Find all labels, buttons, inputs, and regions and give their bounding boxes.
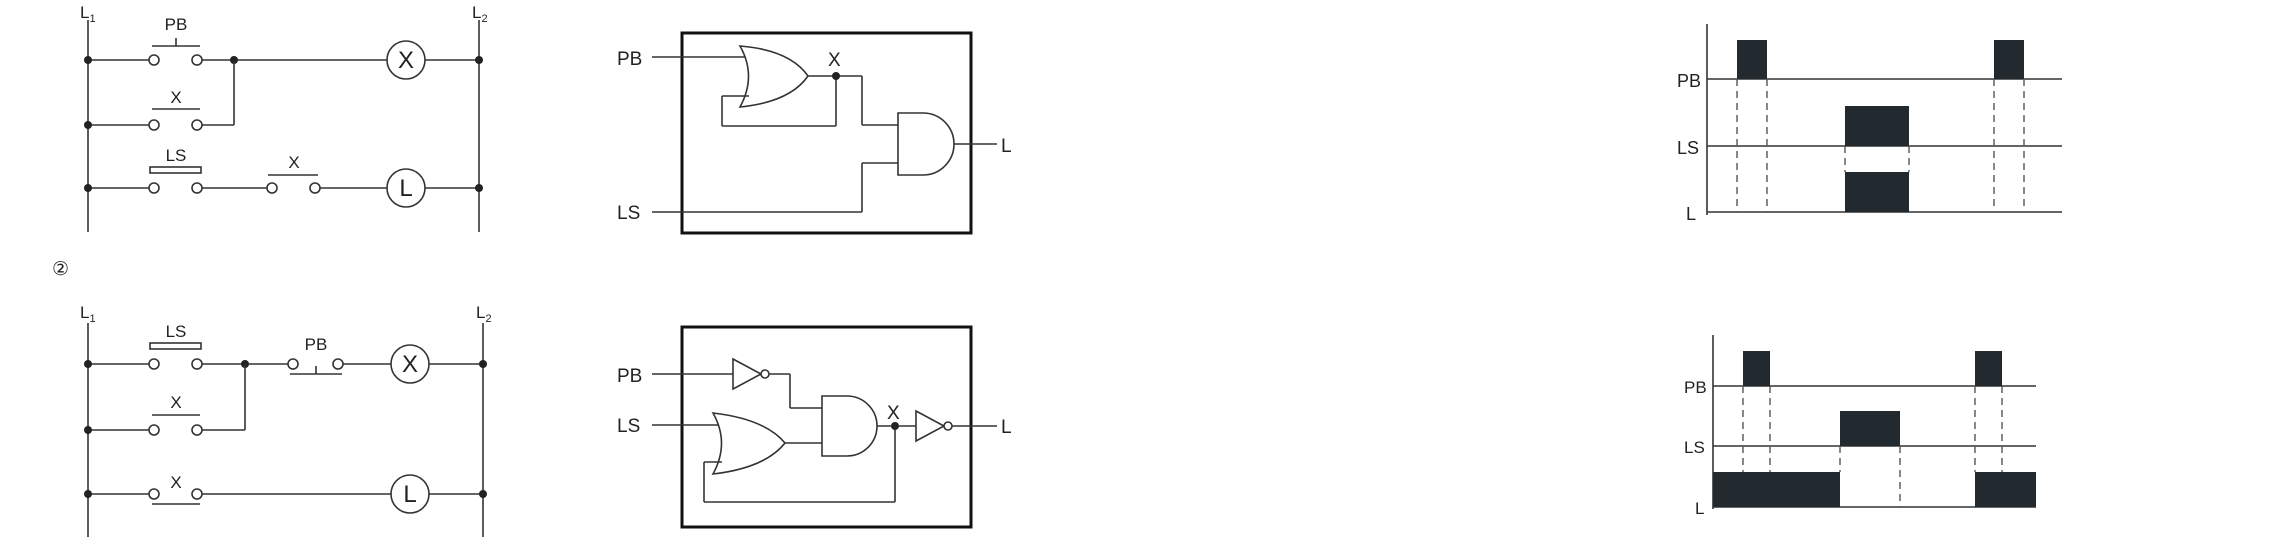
not-gate-bubble (760, 369, 770, 379)
coil-x-label: X (398, 47, 414, 74)
left-rail-label: L1 (80, 303, 96, 325)
ls-limit-switch-bar (149, 342, 202, 350)
input-pb-label: PB (617, 366, 642, 387)
right-rail-label: L2 (476, 303, 492, 325)
right-rail-label: L2 (472, 3, 488, 25)
or-gate (711, 412, 787, 475)
input-ls-label: LS (617, 416, 640, 437)
node-x-label: X (828, 50, 841, 71)
logic-diagram-1: PB LS X L (617, 31, 1012, 235)
x-contact-label: X (170, 88, 181, 107)
signal-label-ls: LS (1677, 138, 1699, 158)
l-high-segment (1713, 472, 1840, 507)
signal-label-l: L (1686, 204, 1696, 224)
coil-l-label: L (403, 481, 416, 508)
pb-contact-label: PB (305, 335, 328, 354)
ls-contact-label: LS (166, 322, 187, 341)
and-gate (821, 395, 878, 457)
signal-label-l: L (1695, 499, 1704, 518)
pb-pulse (1975, 351, 2002, 386)
pb-contact-terminal (191, 54, 203, 66)
x-contact-label-2: X (170, 473, 181, 492)
x-contact-label-2: X (288, 153, 299, 172)
logic-frame (680, 325, 973, 529)
l-pulse (1845, 172, 1909, 212)
pb-contact-label: PB (165, 15, 188, 34)
signal-label-pb: PB (1677, 71, 1701, 91)
logic-diagram-2: PB LS X L (617, 325, 1012, 529)
input-ls-label: LS (617, 203, 640, 224)
output-l-label: L (1001, 417, 1012, 438)
ladder-diagram-2: L1 L2 LS PB X X X (80, 303, 492, 537)
ladder-diagram-1: L1 L2 PB X X LS X (80, 3, 488, 232)
timing-chart-2: PB LS L (1684, 335, 2036, 518)
left-rail-label: L1 (80, 3, 96, 25)
signal-label-pb: PB (1684, 378, 1707, 397)
coil-x-label: X (402, 351, 418, 378)
or-gate (738, 45, 809, 108)
and-gate (897, 112, 955, 176)
pb-pulse (1743, 351, 1770, 386)
circled-number-label: ② (52, 259, 69, 280)
signal-label-ls: LS (1684, 438, 1705, 457)
ls-pulse (1845, 106, 1909, 146)
output-l-label: L (1001, 136, 1012, 157)
not-gate-bubble (943, 421, 953, 431)
pb-pulse (1994, 40, 2024, 79)
ls-contact-label: LS (166, 146, 187, 165)
input-pb-label: PB (617, 49, 642, 70)
l-high-segment (1975, 472, 2036, 507)
coil-l-label: L (399, 175, 412, 202)
ls-limit-switch-bar (149, 166, 202, 174)
not-gate (732, 357, 763, 391)
pb-pulse (1737, 40, 1767, 79)
pb-contact-terminal (148, 54, 160, 66)
x-contact-label: X (170, 393, 181, 412)
not-gate (915, 409, 946, 443)
timing-chart-1: PB LS L (1677, 24, 2062, 224)
ls-pulse (1840, 411, 1900, 446)
node-x-label: X (887, 403, 900, 424)
logic-frame (680, 31, 973, 235)
